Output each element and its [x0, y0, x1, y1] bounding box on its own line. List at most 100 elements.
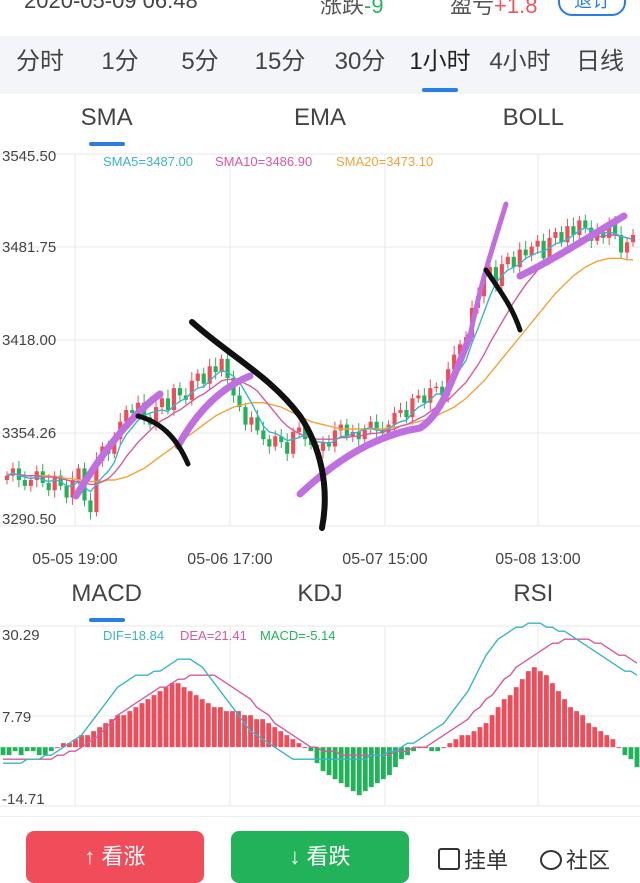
candle: [374, 414, 379, 438]
legend-dif: DIF=18.84: [103, 628, 164, 643]
tab-period-daily[interactable]: 日线: [576, 48, 624, 75]
macd-lines: [3, 622, 638, 764]
macd-bar: [604, 735, 610, 748]
macd-bar: [24, 747, 30, 752]
candle: [517, 242, 522, 275]
tab-rsi[interactable]: RSI: [513, 580, 554, 607]
macd-bar: [628, 747, 634, 760]
macd-bar: [356, 747, 362, 796]
candle-body: [523, 249, 528, 256]
candle-body: [285, 442, 290, 454]
buy-down-button[interactable]: ↓ 看跌: [231, 831, 409, 883]
macd-bar: [374, 747, 380, 784]
candle: [571, 217, 576, 243]
candle-body: [52, 475, 57, 491]
macd-bar: [48, 747, 54, 752]
candle-body: [10, 468, 16, 476]
candle-body: [112, 439, 117, 454]
orders-button[interactable]: 挂单: [438, 843, 508, 875]
candle-body: [267, 439, 272, 447]
tab-period-1m[interactable]: 1分: [101, 48, 139, 75]
candle-body: [22, 480, 27, 486]
macd-bar: [459, 735, 465, 748]
candle: [583, 214, 588, 234]
dea-line: [3, 638, 638, 760]
macd-bar: [115, 715, 121, 748]
macd-bar: [344, 747, 350, 788]
candle-body: [76, 468, 81, 481]
macd-bar: [42, 747, 48, 756]
candle-body: [124, 410, 129, 422]
macd-bar: [54, 747, 60, 749]
candlestick-chart[interactable]: 3545.50 3481.75 3418.00 3354.26 3290.50 05-05…: [0, 146, 640, 572]
candle-body: [225, 358, 230, 378]
sma5-line: [6, 226, 634, 493]
tab-period-15m[interactable]: 15分: [254, 48, 306, 75]
tab-period-1h[interactable]: 1小时: [400, 36, 480, 94]
candle: [624, 237, 630, 260]
candle: [523, 240, 528, 260]
macd-bar: [435, 747, 441, 752]
macd-bar: [598, 731, 604, 748]
tab-kdj[interactable]: KDJ: [297, 580, 343, 607]
macd-bar: [495, 707, 501, 748]
candle-body: [165, 398, 171, 411]
macd-bar: [236, 711, 241, 748]
macd-bar: [393, 747, 398, 768]
pnl-readout: 盈亏+1.8: [450, 0, 537, 20]
macd-bar: [592, 727, 598, 748]
y-tick-label: 3354.26: [2, 425, 56, 442]
candle: [22, 471, 27, 491]
tab-ema[interactable]: EMA: [293, 104, 346, 131]
candle-body: [410, 398, 415, 418]
buy-up-button[interactable]: ↑ 看涨: [26, 831, 204, 883]
macd-bar: [224, 711, 229, 748]
tab-period-4h[interactable]: 4小时: [489, 48, 551, 75]
unsubscribe-button[interactable]: 退订: [558, 0, 626, 16]
candle-body: [577, 220, 582, 235]
macd-bar: [242, 715, 247, 748]
candle-body: [171, 388, 177, 411]
candle-body: [219, 358, 224, 373]
candle-body: [291, 431, 296, 454]
candle-body: [529, 246, 534, 256]
candle-body: [189, 380, 194, 400]
candle: [285, 433, 290, 462]
candle: [553, 227, 558, 246]
candle-body: [434, 386, 439, 389]
macd-bar: [79, 735, 84, 748]
candle: [416, 389, 421, 403]
dif-line: [3, 622, 638, 764]
candle: [541, 233, 546, 263]
y-tick-label: 7.79: [2, 709, 31, 726]
tab-period-30m[interactable]: 30分: [334, 48, 386, 75]
annotation-stroke: [296, 332, 474, 498]
candle: [291, 427, 296, 459]
arrow-up-icon: ↑: [84, 844, 102, 869]
candle-body: [624, 242, 630, 253]
macd-bar: [278, 731, 284, 748]
candle-body: [70, 480, 75, 498]
candle-body: [237, 395, 242, 408]
tab-sma[interactable]: SMA: [0, 96, 213, 146]
candle: [279, 428, 284, 448]
candle: [207, 358, 212, 390]
tab-period-5m[interactable]: 5分: [181, 48, 219, 75]
candle-body: [201, 373, 206, 384]
macd-bar: [230, 711, 235, 748]
candle: [165, 389, 171, 415]
tab-boll[interactable]: BOLL: [502, 104, 564, 131]
y-tick-label: 3545.50: [2, 148, 56, 165]
candle: [410, 393, 415, 425]
candle-body: [571, 226, 576, 235]
macd-bar: [519, 679, 525, 748]
macd-chart[interactable]: 30.29 7.79 -14.71 DIF=18.84 DEA=21.41 MACD…: [0, 620, 640, 816]
community-button[interactable]: 社区: [540, 843, 610, 875]
buy-down-label: 看跌: [306, 844, 351, 869]
candle-body: [559, 232, 564, 243]
macd-bar: [556, 691, 561, 748]
tab-macd[interactable]: MACD: [0, 572, 213, 622]
tab-period-fenshi[interactable]: 分时: [16, 48, 64, 75]
macd-bar: [193, 695, 199, 748]
candle: [630, 229, 636, 247]
